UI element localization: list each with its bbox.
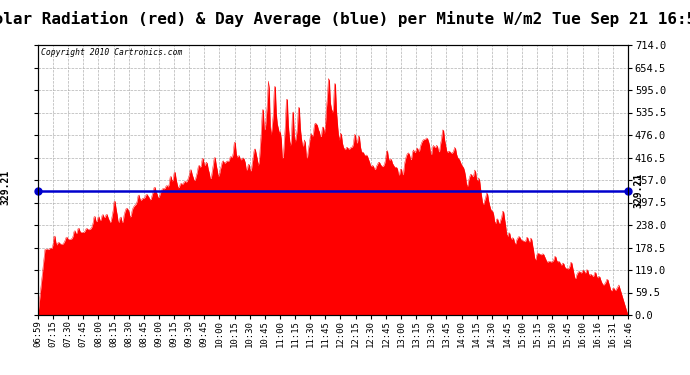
Text: Solar Radiation (red) & Day Average (blue) per Minute W/m2 Tue Sep 21 16:58: Solar Radiation (red) & Day Average (blu… bbox=[0, 11, 690, 27]
Text: Copyright 2010 Cartronics.com: Copyright 2010 Cartronics.com bbox=[41, 48, 182, 57]
Text: 329.21: 329.21 bbox=[1, 170, 10, 205]
Text: 329.21: 329.21 bbox=[633, 173, 643, 208]
